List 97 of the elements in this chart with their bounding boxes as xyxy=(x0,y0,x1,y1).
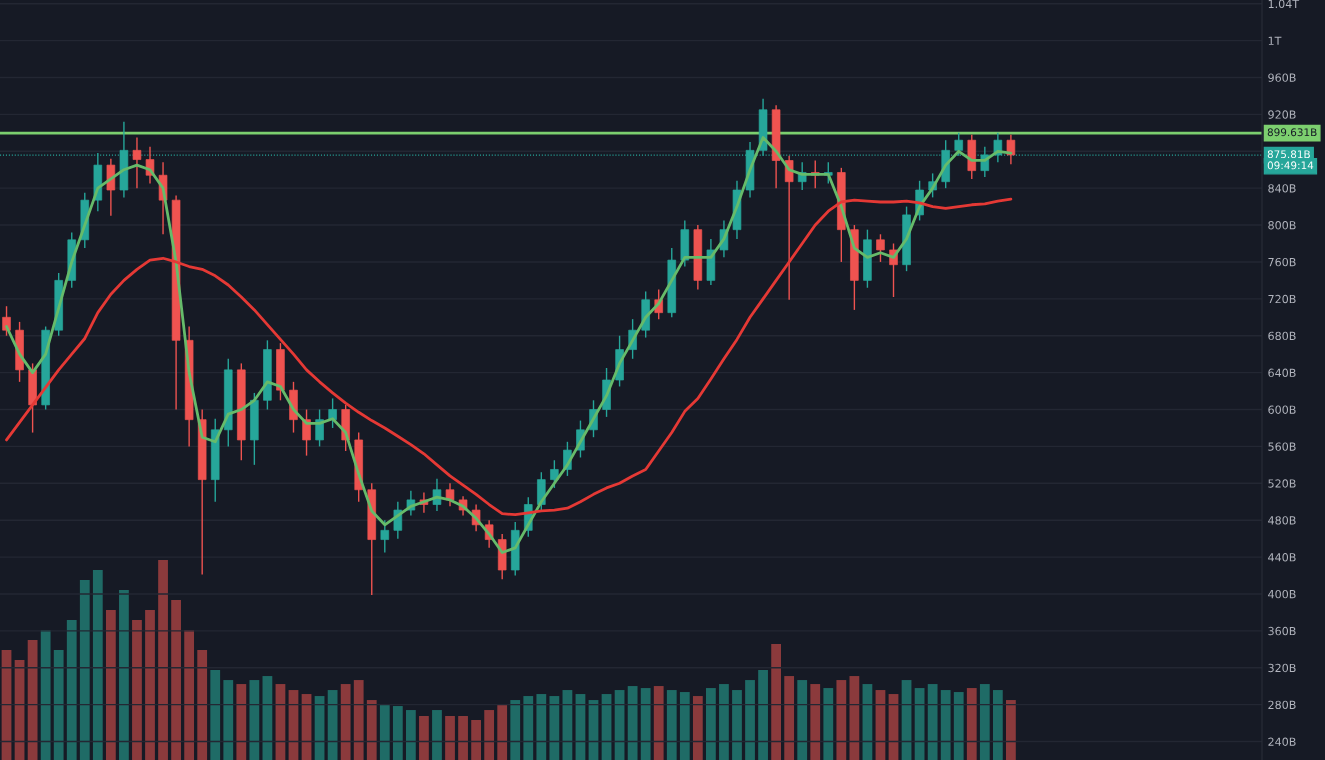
bar xyxy=(249,680,260,760)
bar xyxy=(992,690,1003,760)
y-tick-label: 400B xyxy=(1268,589,1296,599)
y-tick-label: 720B xyxy=(1268,294,1296,304)
bar xyxy=(184,630,195,760)
bar xyxy=(119,590,129,760)
bar xyxy=(862,684,873,760)
bar xyxy=(510,700,521,760)
bar xyxy=(27,640,38,760)
bar xyxy=(719,684,729,760)
bar xyxy=(40,630,51,760)
bar xyxy=(210,670,221,760)
bar xyxy=(810,684,821,760)
bar xyxy=(275,684,286,760)
bar xyxy=(666,690,677,760)
bar xyxy=(549,696,560,760)
y-tick-label: 360B xyxy=(1268,626,1296,636)
bar xyxy=(79,580,90,760)
line-series xyxy=(5,197,1013,517)
bar xyxy=(432,710,442,760)
y-tick-label: 680B xyxy=(1268,331,1296,341)
bar xyxy=(236,684,247,760)
bar xyxy=(758,670,768,760)
y-tick-label: 920B xyxy=(1268,110,1296,119)
bar xyxy=(679,692,690,760)
bar xyxy=(849,676,860,760)
bar xyxy=(1,650,12,760)
y-tick-label: 560B xyxy=(1268,442,1296,451)
bar xyxy=(327,690,338,760)
bar xyxy=(627,686,638,760)
candlestick xyxy=(132,136,142,189)
candlestick xyxy=(1006,133,1016,165)
bar xyxy=(692,696,703,760)
bar xyxy=(901,680,912,760)
candlestick xyxy=(550,459,559,489)
bar xyxy=(223,680,234,760)
y-tick-label: 800B xyxy=(1268,221,1296,230)
bar xyxy=(979,684,990,760)
bar xyxy=(497,704,508,760)
ref-line-label: 875.81B xyxy=(1267,150,1310,159)
bar xyxy=(1006,700,1016,760)
y-tick-label: 760B xyxy=(1268,257,1296,267)
bar xyxy=(706,688,716,760)
bar xyxy=(353,680,364,760)
bar xyxy=(797,680,808,760)
bar xyxy=(458,716,468,760)
y-tick-label: 520B xyxy=(1268,479,1296,488)
y-tick-label: 280B xyxy=(1268,700,1296,710)
ref-line-label: 899.631B xyxy=(1267,128,1317,137)
bar xyxy=(366,700,377,760)
y-tick-label: 1T xyxy=(1268,36,1282,45)
y-tick-label: 960B xyxy=(1268,73,1296,82)
bar xyxy=(105,610,116,760)
y-tick-label: 480B xyxy=(1268,516,1296,525)
bar xyxy=(197,650,208,760)
y-tick-label: 240B xyxy=(1268,737,1296,746)
text: 09:49:14 xyxy=(1267,161,1314,170)
bar xyxy=(536,694,547,760)
bar xyxy=(340,684,351,760)
bar xyxy=(405,710,416,760)
bar xyxy=(445,716,455,760)
bar xyxy=(484,710,495,760)
bar xyxy=(823,688,834,760)
bar xyxy=(836,680,847,760)
y-tick-label: 440B xyxy=(1268,553,1296,562)
bar xyxy=(171,600,181,760)
bar xyxy=(379,704,390,760)
candlestick xyxy=(380,519,390,554)
bar xyxy=(471,720,481,760)
bar xyxy=(92,570,103,760)
y-tick-label: 640B xyxy=(1268,368,1296,377)
candlestick xyxy=(876,233,885,263)
bar xyxy=(940,690,951,760)
bar xyxy=(771,644,782,760)
candlestick xyxy=(328,397,337,429)
y-tick-label: 600B xyxy=(1268,405,1296,414)
bar xyxy=(419,716,429,760)
bar xyxy=(732,690,742,760)
bar xyxy=(966,688,977,760)
y-tick-label: 840B xyxy=(1268,184,1296,193)
candlestick xyxy=(445,482,455,508)
y-tick-label: 1.04T xyxy=(1268,0,1300,9)
bar xyxy=(145,610,155,760)
bar xyxy=(927,684,938,760)
bar xyxy=(784,676,795,760)
y-tick-label: 320B xyxy=(1268,663,1296,673)
bar xyxy=(158,560,168,760)
bar xyxy=(53,650,64,760)
bar xyxy=(132,620,142,760)
bar xyxy=(745,680,755,760)
bar xyxy=(262,676,273,760)
bar xyxy=(392,706,403,760)
bar xyxy=(640,688,651,760)
bar xyxy=(653,686,664,760)
bar xyxy=(66,620,77,760)
bar xyxy=(523,696,534,760)
bar xyxy=(953,692,964,760)
